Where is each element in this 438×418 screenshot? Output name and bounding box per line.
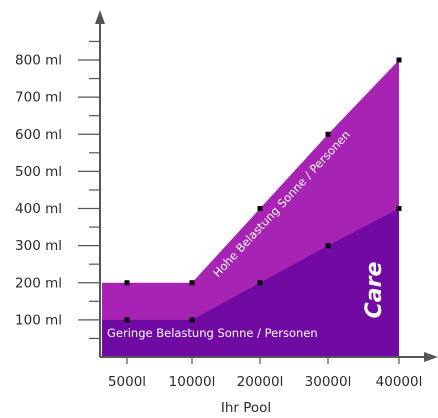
x-tick-label: 10000l — [169, 374, 216, 390]
x-tick-layer: 5000l 10000l 20000l 30000l 40000l — [108, 357, 422, 390]
x-axis-arrow — [424, 352, 438, 362]
x-tick-label: 20000l — [237, 374, 284, 390]
x-tick-label: 5000l — [108, 374, 146, 390]
y-tick-label: 300 ml — [15, 238, 62, 254]
y-tick-label: 500 ml — [15, 164, 62, 180]
marker-high-point — [257, 206, 263, 211]
marker-high-point — [396, 57, 402, 63]
marker-low-point — [189, 317, 195, 323]
area-low-series — [102, 208, 399, 357]
y-tick-label: 200 ml — [15, 275, 62, 291]
marker-low-point — [257, 280, 263, 286]
x-tick-label: 40000l — [376, 374, 423, 390]
y-tick-label: 400 ml — [15, 201, 62, 217]
y-axis-arrow — [95, 10, 105, 24]
marker-low-point — [124, 317, 130, 323]
y-tick-label: 700 ml — [15, 90, 62, 106]
marker-layer — [124, 57, 402, 323]
y-tick-label: 100 ml — [15, 312, 62, 328]
marker-low-point — [325, 243, 331, 249]
y-tick-layer: 100 ml 200 ml 300 ml 400 ml 500 ml 600 ml 700 … — [15, 40, 100, 340]
y-tick-label: 600 ml — [15, 127, 62, 143]
marker-high-point — [189, 280, 195, 286]
x-axis-title: Ihr Pool — [221, 400, 271, 416]
marker-high-point — [124, 280, 130, 286]
y-tick-label: 800 ml — [15, 53, 62, 69]
area-layer — [102, 60, 399, 357]
series-label-low: Geringe Belastung Sonne / Personen — [107, 326, 318, 340]
care-brand-label: Care — [362, 262, 387, 319]
x-tick-label: 30000l — [305, 374, 352, 390]
marker-high-point — [325, 131, 331, 137]
marker-low-point — [396, 206, 402, 211]
